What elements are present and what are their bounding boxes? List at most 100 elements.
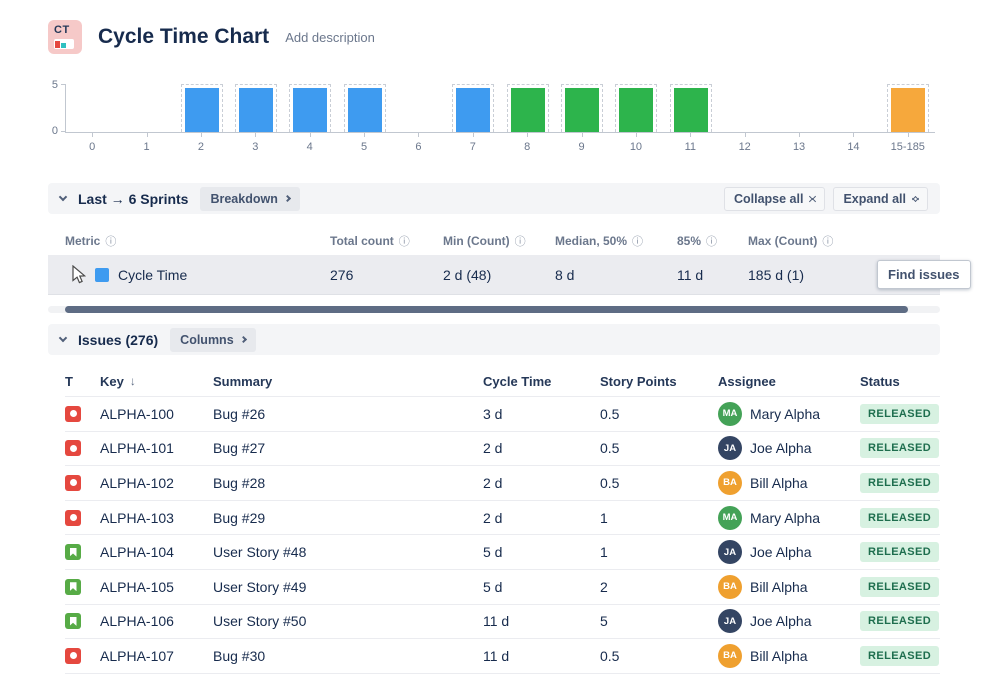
chart-bar[interactable]: [890, 88, 925, 132]
chart-bar[interactable]: [564, 88, 599, 132]
info-icon[interactable]: ⓘ: [514, 236, 526, 248]
chevron-right-icon: [283, 194, 291, 203]
expand-all-label: Expand all: [843, 191, 906, 206]
type-glyph-icon: [69, 444, 77, 452]
chart-plot-area: 5 0: [52, 79, 935, 137]
x-tick-label: 14: [826, 133, 880, 153]
bar-hover-region: [560, 84, 603, 132]
expand-all-button[interactable]: Expand all: [833, 186, 928, 211]
issue-type-icon: [65, 440, 81, 457]
metric-min: 2 d (48): [443, 266, 492, 283]
find-issues-button[interactable]: Find issues: [877, 260, 971, 289]
avatar: BA: [718, 574, 742, 599]
issue-type-icon: [65, 509, 81, 526]
info-icon[interactable]: ⓘ: [632, 236, 644, 248]
chart-bar[interactable]: [510, 88, 545, 132]
issue-key: ALPHA-102: [100, 474, 174, 491]
col-status[interactable]: Status: [860, 373, 900, 389]
col-cycle-time[interactable]: Cycle Time: [483, 373, 552, 389]
logo-mini-chart-icon: [54, 39, 74, 49]
issue-type-icon: [65, 647, 81, 664]
table-row[interactable]: ALPHA-103 Bug #29 2 d 1 MA Mary Alpha REL…: [65, 501, 940, 536]
chevron-down-icon[interactable]: [58, 333, 68, 343]
col-assignee[interactable]: Assignee: [718, 373, 776, 389]
issue-key: ALPHA-105: [100, 578, 174, 595]
x-tick-label: 15-185: [881, 133, 935, 153]
x-tick-label: 9: [554, 133, 608, 153]
add-description-link[interactable]: Add description: [285, 29, 375, 45]
chart-slot: [392, 84, 446, 132]
bar-hover-region: [615, 84, 658, 132]
issue-summary: Bug #28: [213, 474, 266, 491]
info-icon[interactable]: ⓘ: [398, 236, 410, 248]
table-row[interactable]: ALPHA-101 Bug #27 2 d 0.5 JA Joe Alpha RE…: [65, 432, 940, 467]
sort-down-icon[interactable]: ↓: [129, 374, 136, 388]
chart-slot: [175, 84, 229, 132]
chevron-down-icon[interactable]: [58, 192, 68, 202]
chart-bar[interactable]: [619, 88, 654, 132]
assignee-name: Mary Alpha: [750, 509, 821, 526]
chart-bar[interactable]: [456, 88, 491, 132]
table-row[interactable]: ALPHA-106 User Story #50 11 d 5 JA Joe Al…: [65, 605, 940, 640]
info-icon[interactable]: ⓘ: [822, 236, 834, 248]
breakdown-label: Breakdown: [210, 191, 278, 206]
issue-type-icon: [65, 578, 81, 595]
issue-key: ALPHA-107: [100, 647, 174, 664]
columns-button[interactable]: Columns: [170, 327, 256, 352]
chart-bar[interactable]: [347, 88, 382, 132]
table-row[interactable]: ALPHA-105 User Story #49 5 d 2 BA Bill Al…: [65, 570, 940, 605]
x-tick-label: 2: [174, 133, 228, 153]
collapse-all-button[interactable]: Collapse all: [723, 186, 826, 211]
sprints-section-bar[interactable]: Last → 6 Sprints Breakdown Collapse all …: [48, 183, 940, 214]
x-tick-label: 10: [609, 133, 663, 153]
chart-slot: [826, 84, 880, 132]
sprints-section-title: Last → 6 Sprints: [78, 190, 189, 207]
col-story-points[interactable]: Story Points: [600, 373, 677, 389]
breakdown-button[interactable]: Breakdown: [200, 186, 300, 211]
col-summary[interactable]: Summary: [213, 373, 273, 389]
chart-bar[interactable]: [239, 88, 274, 132]
chart-slot: [229, 84, 283, 132]
chart-bar[interactable]: [293, 88, 328, 132]
x-tick-label: 0: [65, 133, 119, 153]
table-row[interactable]: ALPHA-100 Bug #26 3 d 0.5 MA Mary Alpha R…: [65, 397, 940, 432]
metric-row-cycle-time[interactable]: Cycle Time 276 2 d (48) 8 d 11 d 185 d (…: [48, 255, 971, 295]
table-row[interactable]: ALPHA-104 User Story #48 5 d 1 JA Joe Alp…: [65, 535, 940, 570]
col-min: Min (Count) ⓘ: [443, 234, 526, 248]
series-color-swatch: [95, 267, 109, 282]
section-actions: Collapse all Expand all: [723, 186, 928, 211]
issues-section-bar[interactable]: Issues (276) Columns: [48, 324, 940, 355]
x-tick-label: 6: [391, 133, 445, 153]
col-85: 85% ⓘ: [677, 234, 718, 248]
horizontal-scrollbar-track[interactable]: [48, 306, 940, 313]
x-tick-label: 3: [228, 133, 282, 153]
issue-story-points: 0.5: [600, 647, 620, 664]
y-tick-label: 0: [51, 125, 58, 137]
x-tick-label: 11: [663, 133, 717, 153]
issues-table-body: ALPHA-100 Bug #26 3 d 0.5 MA Mary Alpha R…: [65, 397, 940, 674]
info-icon[interactable]: ⓘ: [105, 236, 117, 248]
bar-hover-region: [886, 84, 929, 132]
assignee-name: Bill Alpha: [750, 647, 808, 664]
issue-type-icon: [65, 544, 81, 561]
table-row[interactable]: ALPHA-102 Bug #28 2 d 0.5 BA Bill Alpha R…: [65, 466, 940, 501]
x-tick-label: 1: [119, 133, 173, 153]
info-icon[interactable]: ⓘ: [706, 236, 718, 248]
x-axis-labels: 0 1 2 3 4 5 6 7 8 9 10 11 12 13 14 15-18…: [65, 133, 935, 153]
chart-bar[interactable]: [673, 88, 708, 132]
chart-slot: [772, 84, 826, 132]
chart-bar[interactable]: [184, 88, 219, 132]
bar-hover-region: [289, 84, 332, 132]
horizontal-scrollbar-thumb[interactable]: [65, 306, 908, 313]
issue-summary: Bug #27: [213, 440, 266, 457]
bar-hover-region: [669, 84, 712, 132]
col-key[interactable]: Key ↓: [100, 373, 136, 389]
issue-summary: User Story #50: [213, 613, 307, 630]
page-title: Cycle Time Chart: [98, 25, 270, 48]
col-type[interactable]: T: [65, 373, 73, 389]
avatar: JA: [718, 540, 742, 565]
table-row[interactable]: ALPHA-107 Bug #30 11 d 0.5 BA Bill Alpha …: [65, 639, 940, 674]
issue-story-points: 0.5: [600, 405, 620, 422]
assignee-name: Bill Alpha: [750, 578, 808, 595]
bar-hover-region: [235, 84, 278, 132]
